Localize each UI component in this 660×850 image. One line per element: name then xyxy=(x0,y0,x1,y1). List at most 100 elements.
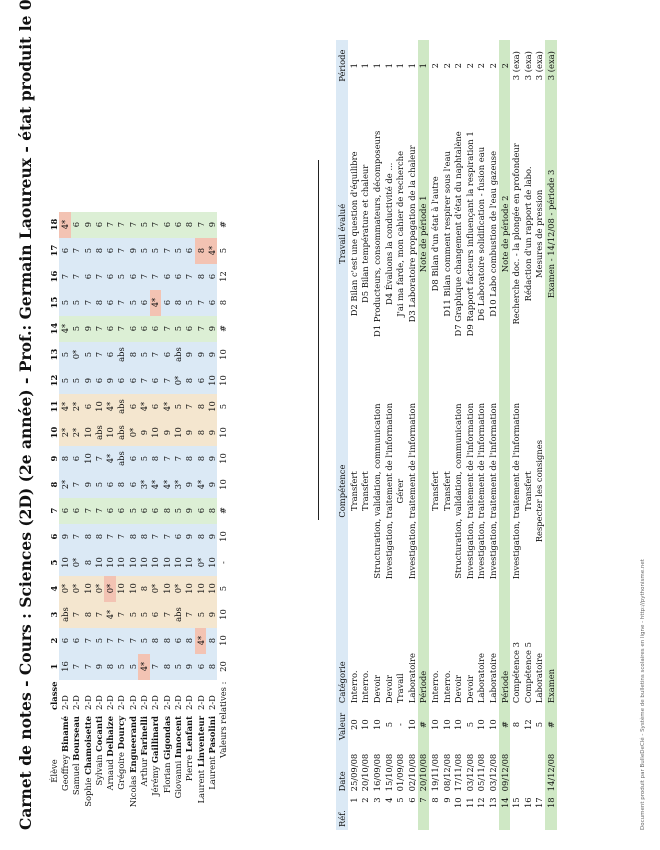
grade-cell: 6 xyxy=(104,237,116,264)
grade-cell: 10 xyxy=(104,419,116,446)
grade-cell: 10 xyxy=(206,549,218,576)
grade-cell: 6 xyxy=(104,263,116,290)
grade-cell: 6 xyxy=(127,367,139,394)
work-period: 1 xyxy=(348,62,359,69)
student-class: 2-D xyxy=(116,695,127,710)
grade-cell: 5 xyxy=(194,601,207,628)
work-competence: Investigation, traitement de l'informati… xyxy=(383,403,394,580)
student-row: Geoffrey Binamé 2-D 16 6 abs 0* 10 9 6 2* 8 2* 4* 5 5 4… xyxy=(59,211,71,828)
grade-cell: 7 xyxy=(115,289,128,316)
grade-cell: 5 xyxy=(138,237,150,264)
grade-cell: 5 xyxy=(138,601,150,628)
grade-cell: 3* xyxy=(172,471,184,498)
grade-cell: 5 xyxy=(127,601,139,628)
grade-cell: 7 xyxy=(160,237,173,264)
grade-cell: 8 xyxy=(183,445,195,472)
grade-cell: 7 xyxy=(149,211,161,238)
work-date: 20/10/08 xyxy=(360,753,371,792)
work-category: Laboratoire xyxy=(534,653,545,704)
work-competence: Investigation, traitement de l'informati… xyxy=(464,403,475,580)
student-row: Grégoire Dourcy 2-D 5 7 7 10 10 7 6 8 abs abs abs 6 ab… xyxy=(115,211,128,828)
work-title: D10 Labo combustion de l'eau gazeuse xyxy=(487,150,498,317)
student-first-name: Grégoire xyxy=(116,749,127,790)
work-category: Travail xyxy=(395,673,406,704)
work-category: Laboratoire xyxy=(406,653,417,704)
work-competence xyxy=(498,376,511,606)
weight-cell: 10 xyxy=(218,531,229,542)
work-row: 4 15/10/08 5 Devoir Investigation, traitemen… xyxy=(383,40,395,830)
grade-cell: 9 xyxy=(81,471,94,498)
grade-cell: 6 xyxy=(138,315,150,342)
work-ref: 1 xyxy=(348,797,359,803)
work-value: # xyxy=(545,706,557,744)
grade-cell: 6 xyxy=(70,627,82,654)
grade-cell: 3* xyxy=(138,471,150,498)
work-value: 10 xyxy=(487,719,498,730)
grade-cell: 5 xyxy=(115,263,128,290)
grade-cell: 9 xyxy=(183,471,195,498)
work-category: Compétence 3 xyxy=(511,642,522,704)
period-header: Période xyxy=(336,40,348,92)
grade-cell: 6 xyxy=(149,601,161,628)
student-last-name: Chamoisette xyxy=(82,716,93,775)
student-row: Sylvain Cocanti 2-D 9 5 7 0* 10 8 7 5 7 abs 10 6 7 7 8 7 8… xyxy=(93,211,105,828)
work-category: Devoir xyxy=(383,674,394,704)
weight-cell: 5 xyxy=(218,585,229,592)
work-period: 1 xyxy=(383,62,394,69)
grade-cell: 10 xyxy=(104,549,116,576)
work-category: Devoir xyxy=(453,674,464,704)
grade-column-header: 6 xyxy=(48,533,59,540)
grade-cell: 4* xyxy=(160,393,173,420)
work-period: 3 (exa) xyxy=(545,40,557,92)
grade-cell: 8 xyxy=(183,627,195,654)
grade-cell: 2* xyxy=(70,393,82,420)
grade-cell: 9 xyxy=(194,341,207,368)
student-name: Geoffrey Binamé xyxy=(59,712,70,828)
work-competence: Transfert xyxy=(348,471,359,511)
grade-cell: 7 xyxy=(81,497,94,524)
section-divider xyxy=(318,160,319,520)
grade-cell: 7 xyxy=(70,601,82,628)
grade-cell: 9 xyxy=(206,419,218,446)
student-class: 2-D xyxy=(206,695,217,710)
grade-cell: 6 xyxy=(172,263,184,290)
work-value: 10 xyxy=(371,719,382,730)
work-date: 08/12/08 xyxy=(441,753,452,792)
grade-cell: 6 xyxy=(194,653,207,680)
student-name: Arthur Farinelli xyxy=(138,712,149,828)
grade-cell: 6 xyxy=(59,497,71,524)
grade-cell: 0* xyxy=(194,549,207,576)
student-first-name: Samuel xyxy=(71,760,82,796)
weight-cell: # xyxy=(218,221,229,229)
student-class: 2-D xyxy=(184,695,195,710)
work-date xyxy=(534,743,546,794)
grade-cell: 7 xyxy=(70,237,82,264)
student-row: Arthur Farinelli 2-D 4* 5 5 8 10 8 6 3* 5 9 4* 7 5 6 6 7 5… xyxy=(138,211,150,828)
grade-cell: 9 xyxy=(206,471,218,498)
grade-cell: 0* xyxy=(59,575,71,602)
grade-cell: 6 xyxy=(206,263,218,290)
grade-column-header: 7 xyxy=(48,507,59,514)
grade-column-header: 2 xyxy=(48,637,59,644)
grade-cell: 9 xyxy=(104,367,116,394)
work-title: D11 Bilan comment respirer sous l'eau xyxy=(441,151,452,317)
grade-cell: 7 xyxy=(194,211,207,238)
grade-cell: 8 xyxy=(93,289,105,316)
student-last-name: Linventeur xyxy=(195,716,206,768)
grade-cell: 9 xyxy=(206,601,218,628)
work-date: 20/10/08 xyxy=(417,743,430,795)
grade-cell: 10 xyxy=(206,367,218,394)
work-ref: 16 xyxy=(522,797,533,809)
work-date: 15/10/08 xyxy=(383,753,394,792)
grade-cell: 8 xyxy=(149,445,161,472)
weight-cell: 10 xyxy=(218,349,229,360)
grade-cell: 10 xyxy=(138,549,150,576)
work-competence: Gérer xyxy=(395,478,406,504)
work-title: Note de période 1 xyxy=(417,91,430,377)
work-title: D1 Producteurs, consommateurs, décompose… xyxy=(371,130,382,337)
work-period: 2 xyxy=(498,40,511,92)
grade-cell: 4* xyxy=(138,393,150,420)
weights-row: Valeurs relatives : 20 10 10 5 - 10 #10 10 10 5 10 1… xyxy=(217,212,228,828)
work-date: 01/09/08 xyxy=(395,753,406,792)
